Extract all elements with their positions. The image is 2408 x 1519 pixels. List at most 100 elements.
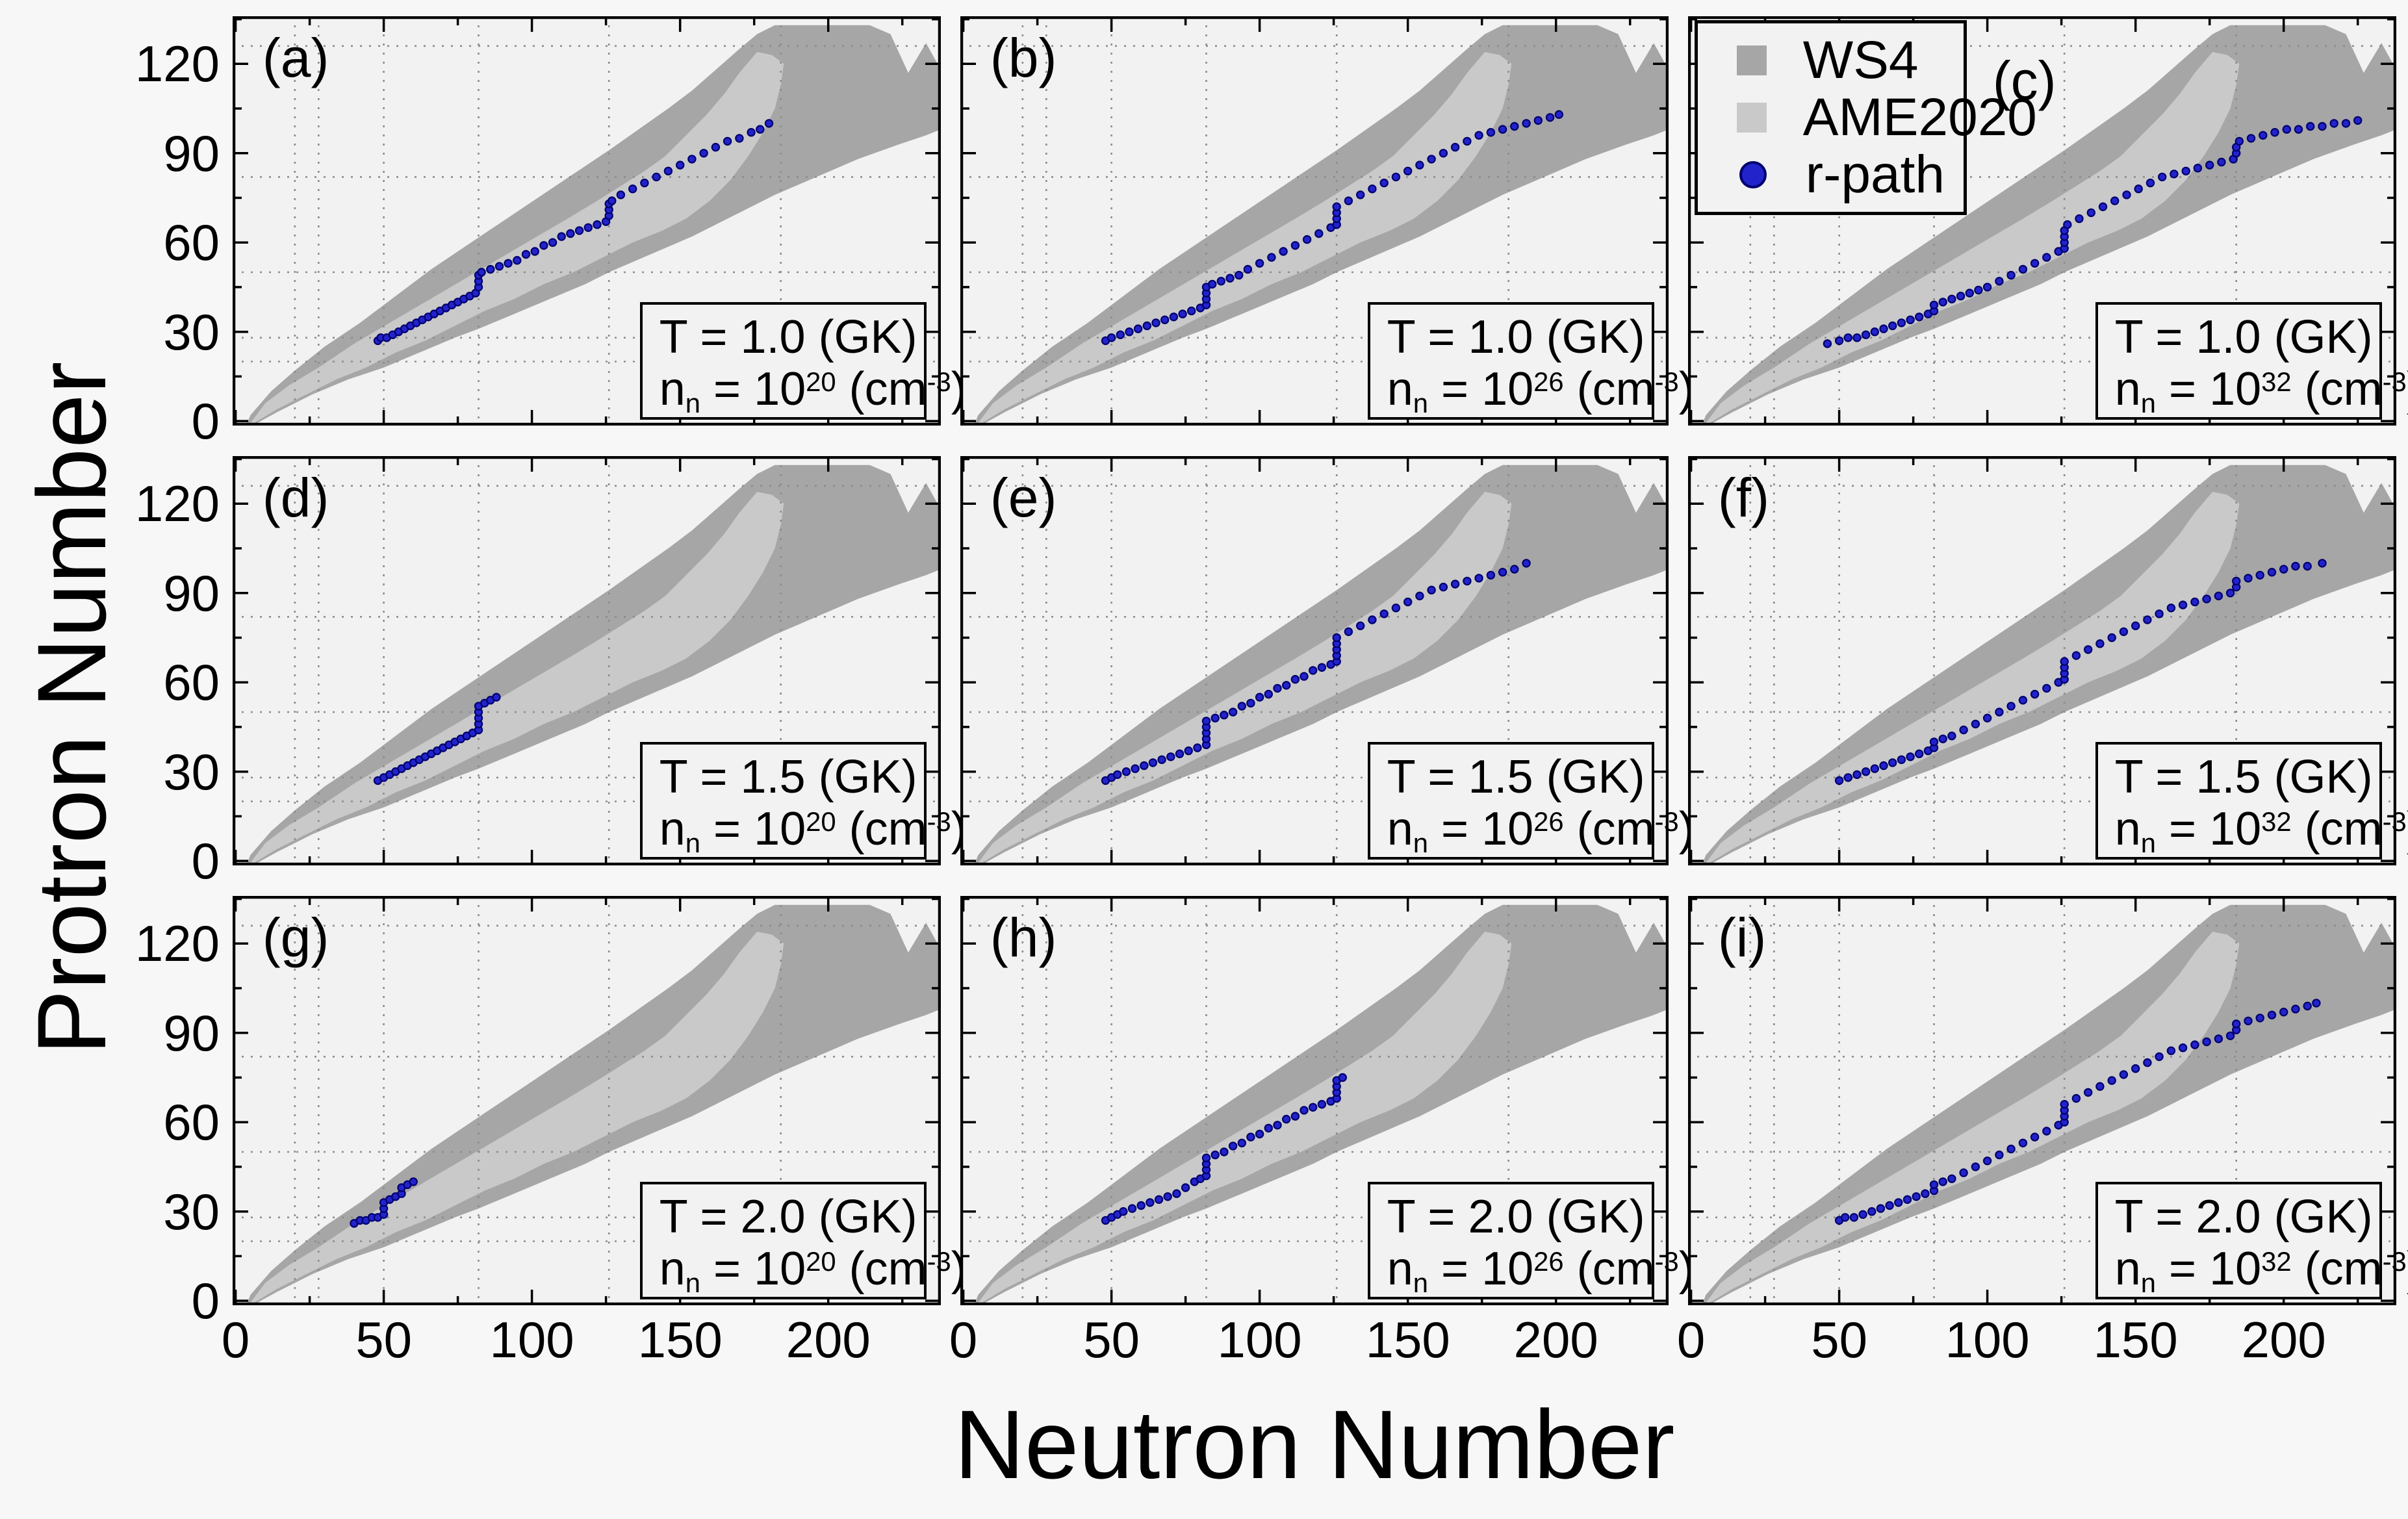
panel-border (960, 16, 1669, 426)
condition-box: T = 2.0 (GK) nn = 1020 (cm-3) (639, 1181, 967, 1300)
x-tick-label: 0 (221, 1311, 250, 1368)
x-axis-title: Neutron Number (954, 1390, 1675, 1499)
x-tick-label: 150 (2093, 1311, 2178, 1368)
x-tick-label: 200 (786, 1311, 871, 1368)
y-tick-label: 60 (163, 214, 220, 272)
x-tick-label: 0 (949, 1311, 978, 1368)
panel-a-plot (233, 16, 941, 426)
panel-c: (c) WS4 AME2020 r-path T = 1.0 (GK) nn =… (1688, 16, 2408, 426)
condition-box: T = 2.0 (GK) nn = 1026 (cm-3) (1367, 1181, 1695, 1300)
condition-box: T = 1.0 (GK) nn = 1020 (cm-3) (639, 301, 967, 420)
ame2020-region (1704, 932, 2240, 1305)
density-text: nn = 1026 (cm-3) (1387, 1243, 1695, 1299)
temperature-text: T = 2.0 (GK) (2114, 1190, 2373, 1243)
ame2020-swatch-icon (1736, 102, 1767, 133)
ame2020-region (976, 932, 1512, 1305)
r-path-points (1101, 1073, 1348, 1225)
legend-label: WS4 (1802, 30, 1919, 90)
ame2020-region (1704, 492, 2240, 865)
rpath-dot-icon (1739, 161, 1767, 189)
y-tick-label: 0 (191, 392, 220, 450)
panel-i-plot (1688, 896, 2396, 1305)
x-tick-label: 200 (2241, 1311, 2326, 1368)
panel-e-plot (960, 456, 1669, 865)
x-tick-label: 100 (1217, 1311, 1302, 1368)
x-tick-label: 150 (1365, 1311, 1450, 1368)
temperature-text: T = 1.5 (GK) (1387, 750, 1645, 803)
y-tick-label: 30 (163, 743, 220, 800)
legend-label: AME2020 (1802, 87, 2037, 147)
panel-border (1688, 16, 2396, 426)
temperature-text: T = 1.0 (GK) (1387, 311, 1645, 363)
legend: WS4 AME2020 r-path (1694, 20, 2037, 215)
x-tick-label: 100 (1945, 1311, 2030, 1368)
temperature-text: T = 1.0 (GK) (659, 311, 917, 363)
density-text: nn = 1020 (cm-3) (659, 803, 967, 859)
panel-letter: (c) (1992, 49, 2056, 111)
legend-item-ame2020: AME2020 (1736, 90, 2037, 144)
panel-border (1688, 456, 2396, 865)
panel-d: (d) T = 1.5 (GK) nn = 1020 (cm-3) (233, 456, 967, 865)
panel-border (233, 896, 941, 1305)
panel-letter: (g) (262, 907, 329, 969)
condition-box: T = 1.5 (GK) nn = 1032 (cm-3) (2095, 741, 2408, 860)
y-tick-label: 60 (163, 1093, 220, 1151)
density-text: nn = 1026 (cm-3) (1387, 363, 1695, 419)
r-path-points (1101, 559, 1531, 785)
y-tick-label: 0 (191, 832, 220, 890)
panel-border (1688, 896, 2396, 1305)
panel-g-plot (233, 896, 941, 1305)
temperature-text: T = 1.5 (GK) (2114, 750, 2373, 803)
panel-letter: (e) (990, 467, 1057, 529)
panel-b-plot (960, 16, 1669, 426)
ame2020-region (248, 492, 784, 865)
x-tick-label: 150 (637, 1311, 723, 1368)
density-text: nn = 1020 (cm-3) (659, 363, 967, 419)
y-tick-label: 120 (134, 915, 220, 973)
y-tick-label: 30 (163, 303, 220, 361)
ws4-swatch-icon (1736, 45, 1767, 75)
ame2020-region (976, 52, 1512, 426)
y-tick-label: 90 (163, 564, 220, 622)
r-path-points (1834, 999, 2321, 1225)
temperature-text: T = 2.0 (GK) (1387, 1190, 1645, 1243)
temperature-text: T = 1.5 (GK) (659, 750, 917, 803)
temperature-text: T = 1.0 (GK) (2114, 311, 2373, 363)
condition-box: T = 1.0 (GK) nn = 1026 (cm-3) (1367, 301, 1695, 420)
y-tick-label: 120 (134, 35, 220, 93)
y-tick-label: 90 (163, 124, 220, 182)
panel-letter: (f) (1717, 467, 1770, 529)
y-tick-label: 90 (163, 1004, 220, 1062)
x-tick-label: 200 (1513, 1311, 1598, 1368)
legend-item-ws4: WS4 (1736, 30, 1951, 90)
density-text: nn = 1020 (cm-3) (659, 1243, 967, 1299)
panel-letter: (d) (262, 467, 329, 529)
r-path-points (1823, 116, 2363, 348)
panel-a: (a) T = 1.0 (GK) nn = 1020 (cm-3) (233, 16, 967, 426)
density-text: nn = 1032 (cm-3) (2114, 1243, 2408, 1299)
panel-g: (g) T = 2.0 (GK) nn = 1020 (cm-3) (233, 896, 967, 1305)
r-path-points (1101, 110, 1564, 346)
panel-letter: (a) (262, 27, 329, 89)
ame2020-region (1704, 52, 2240, 426)
panel-border (233, 456, 941, 865)
r-path-points (1834, 559, 2327, 785)
density-text: nn = 1032 (cm-3) (2114, 803, 2408, 859)
condition-box: T = 1.5 (GK) nn = 1020 (cm-3) (639, 741, 967, 860)
ame2020-region (248, 52, 784, 426)
condition-box: T = 1.0 (GK) nn = 1032 (cm-3) (2095, 301, 2408, 420)
legend-item-rpath: r-path (1737, 148, 1951, 201)
y-tick-label: 30 (163, 1182, 220, 1240)
density-text: nn = 1032 (cm-3) (2114, 363, 2408, 419)
x-tick-label: 50 (1811, 1311, 1867, 1368)
density-text: nn = 1026 (cm-3) (1387, 803, 1695, 859)
x-tick-label: 50 (1083, 1311, 1140, 1368)
panel-letter: (i) (1717, 907, 1767, 969)
panel-letter: (h) (990, 907, 1057, 969)
condition-box: T = 1.5 (GK) nn = 1026 (cm-3) (1367, 741, 1695, 860)
panel-border (960, 896, 1669, 1305)
panel-h: (h) T = 2.0 (GK) nn = 1026 (cm-3) (960, 896, 1695, 1305)
y-tick-label: 60 (163, 654, 220, 711)
panel-border (960, 456, 1669, 865)
